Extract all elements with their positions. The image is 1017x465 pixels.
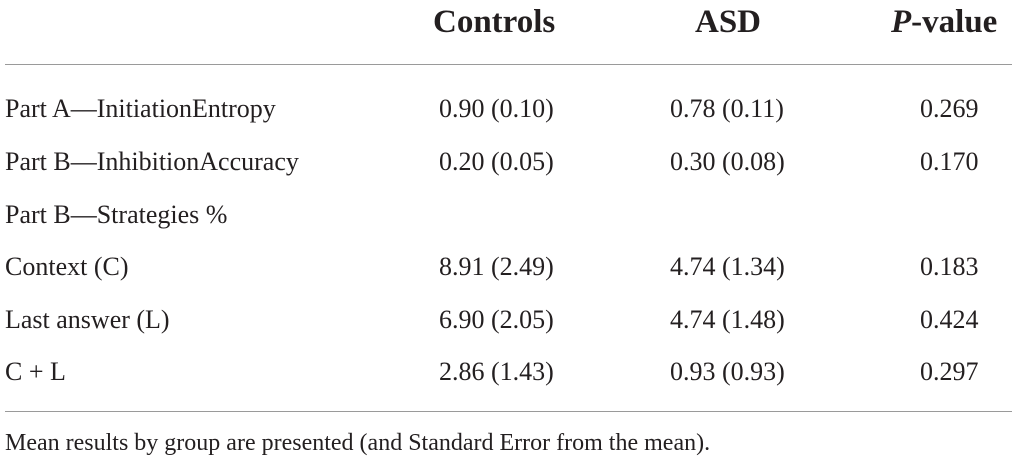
header-p-letter: P bbox=[891, 4, 912, 40]
row-label: C + L bbox=[5, 357, 66, 386]
asd-value: 4.74 (1.48) bbox=[670, 305, 785, 334]
controls-value: 8.91 (2.49) bbox=[439, 252, 554, 281]
row-label: Context (C) bbox=[5, 252, 129, 281]
row-label: Part B—InhibitionAccuracy bbox=[5, 147, 299, 176]
p-value: 0.424 bbox=[920, 305, 979, 334]
table-row: Context (C) 8.91 (2.49) 4.74 (1.34) 0.18… bbox=[0, 247, 1017, 287]
p-value: 0.183 bbox=[920, 252, 979, 281]
footer-divider bbox=[5, 411, 1012, 412]
row-label: Part A—InitiationEntropy bbox=[5, 94, 276, 123]
header-p-suffix: -value bbox=[911, 4, 998, 40]
header-divider bbox=[5, 64, 1012, 65]
table-row: Last answer (L) 6.90 (2.05) 4.74 (1.48) … bbox=[0, 300, 1017, 340]
asd-value: 4.74 (1.34) bbox=[670, 252, 785, 281]
row-label: Part B—Strategies % bbox=[5, 200, 228, 229]
controls-value: 0.90 (0.10) bbox=[439, 94, 554, 123]
table-header-row: Controls ASD P-value bbox=[0, 0, 1017, 44]
table-row: C + L 2.86 (1.43) 0.93 (0.93) 0.297 bbox=[0, 352, 1017, 392]
asd-value: 0.78 (0.11) bbox=[670, 94, 784, 123]
p-value: 0.269 bbox=[920, 94, 979, 123]
header-asd: ASD bbox=[695, 4, 762, 40]
header-p-value: P-value bbox=[891, 0, 997, 44]
header-controls: Controls bbox=[433, 4, 556, 40]
controls-value: 2.86 (1.43) bbox=[439, 357, 554, 386]
table-footnote: Mean results by group are presented (and… bbox=[5, 430, 711, 456]
asd-value: 0.30 (0.08) bbox=[670, 147, 785, 176]
asd-value: 0.93 (0.93) bbox=[670, 357, 785, 386]
p-value: 0.170 bbox=[920, 147, 979, 176]
controls-value: 6.90 (2.05) bbox=[439, 305, 554, 334]
controls-value: 0.20 (0.05) bbox=[439, 147, 554, 176]
table-row: Part B—InhibitionAccuracy 0.20 (0.05) 0.… bbox=[0, 142, 1017, 182]
table-row: Part B—Strategies % bbox=[0, 195, 1017, 235]
row-label: Last answer (L) bbox=[5, 305, 170, 334]
table-row: Part A—InitiationEntropy 0.90 (0.10) 0.7… bbox=[0, 89, 1017, 129]
p-value: 0.297 bbox=[920, 357, 979, 386]
